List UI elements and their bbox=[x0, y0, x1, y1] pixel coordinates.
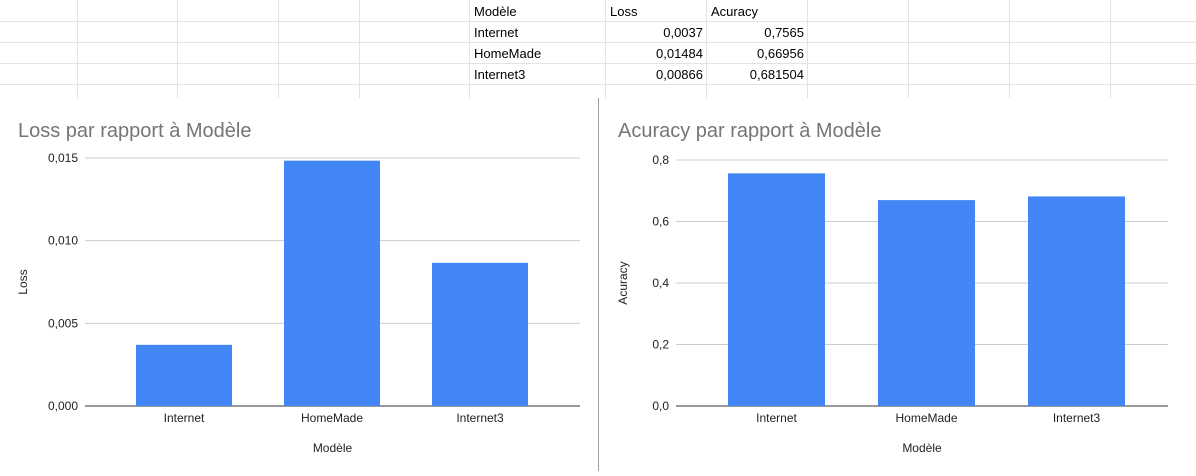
cell-acuracy[interactable]: 0,7565 bbox=[764, 25, 804, 40]
column-divider bbox=[77, 0, 78, 98]
column-divider bbox=[177, 0, 178, 98]
column-divider bbox=[1110, 0, 1111, 98]
y-tick-label: 0,005 bbox=[48, 316, 78, 330]
x-axis-label: Modèle bbox=[313, 441, 353, 455]
bar-internet3 bbox=[432, 262, 528, 406]
row-divider bbox=[0, 63, 1196, 64]
cell-loss[interactable]: 0,0037 bbox=[663, 25, 703, 40]
cell-acuracy[interactable]: 0,66956 bbox=[757, 46, 804, 61]
cell-acuracy[interactable]: 0,681504 bbox=[749, 67, 804, 82]
column-divider bbox=[605, 0, 606, 98]
header-cell-acuracy[interactable]: Acuracy bbox=[711, 4, 758, 19]
x-tick-label: Internet3 bbox=[456, 411, 504, 425]
cell-model[interactable]: Internet3 bbox=[474, 67, 526, 82]
y-tick-label: 0,6 bbox=[652, 215, 669, 229]
column-divider bbox=[359, 0, 360, 98]
column-divider bbox=[469, 0, 470, 98]
spreadsheet-grid: Modèle Loss Acuracy Internet 0,0037 0,75… bbox=[0, 0, 1196, 98]
y-tick-label: 0,2 bbox=[652, 338, 669, 352]
cell-loss[interactable]: 0,01484 bbox=[656, 46, 703, 61]
chart-divider bbox=[598, 98, 599, 471]
loss-chart: Loss par rapport à Modèle 0,000 0,005 0,010… bbox=[16, 120, 580, 455]
column-divider bbox=[807, 0, 808, 98]
row-divider bbox=[0, 42, 1196, 43]
x-tick-label: Internet bbox=[756, 411, 797, 425]
bar-internet3 bbox=[1028, 196, 1125, 406]
cell-model[interactable]: HomeMade bbox=[474, 46, 542, 61]
y-tick-label: 0,8 bbox=[652, 153, 669, 167]
row-divider bbox=[0, 21, 1196, 22]
y-tick-label: 0,4 bbox=[652, 276, 669, 290]
bar-internet bbox=[136, 344, 232, 406]
x-tick-label: HomeMade bbox=[895, 411, 957, 425]
column-divider bbox=[706, 0, 707, 98]
y-axis-label: Loss bbox=[16, 269, 30, 294]
x-tick-label: Internet bbox=[164, 411, 205, 425]
chart-title: Acuracy par rapport à Modèle bbox=[618, 120, 881, 142]
y-tick-label: 0,0 bbox=[652, 399, 669, 413]
column-divider bbox=[278, 0, 279, 98]
bar-internet bbox=[728, 173, 825, 406]
bar-homemade bbox=[878, 200, 975, 406]
row-divider bbox=[0, 84, 1196, 85]
chart-panel-acuracy[interactable]: Acuracy par rapport à Modèle 0,0 0,2 0,4 0,6… bbox=[599, 98, 1196, 471]
column-divider bbox=[1009, 0, 1010, 98]
chart-panel-loss[interactable]: Loss par rapport à Modèle 0,000 0,005 0,010… bbox=[0, 98, 598, 471]
bar-homemade bbox=[284, 160, 380, 406]
header-cell-loss[interactable]: Loss bbox=[610, 4, 638, 19]
y-axis-label: Acuracy bbox=[616, 261, 630, 304]
chart-title: Loss par rapport à Modèle bbox=[18, 120, 251, 142]
column-divider bbox=[908, 0, 909, 98]
cell-model[interactable]: Internet bbox=[474, 25, 519, 40]
y-tick-label: 0,015 bbox=[48, 151, 78, 165]
x-axis-label: Modèle bbox=[902, 441, 942, 455]
x-tick-label: HomeMade bbox=[301, 411, 363, 425]
y-tick-label: 0,000 bbox=[48, 399, 78, 413]
header-cell-modele[interactable]: Modèle bbox=[474, 4, 517, 19]
acuracy-chart: Acuracy par rapport à Modèle 0,0 0,2 0,4 0,6… bbox=[616, 120, 1168, 455]
y-tick-label: 0,010 bbox=[48, 234, 78, 248]
cell-loss[interactable]: 0,00866 bbox=[656, 67, 703, 82]
x-tick-label: Internet3 bbox=[1053, 411, 1101, 425]
